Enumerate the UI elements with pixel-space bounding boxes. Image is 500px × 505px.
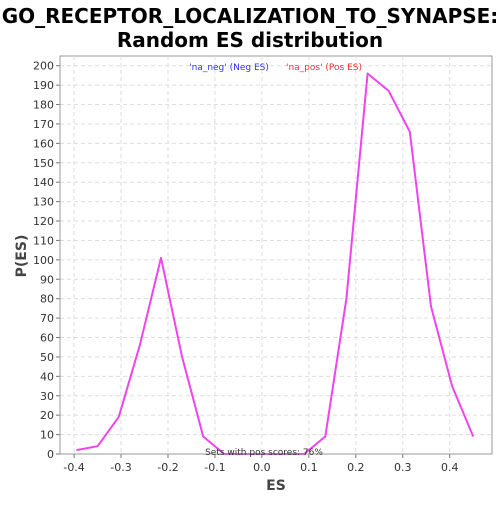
y-tick-label: 150 — [33, 157, 54, 170]
grid-layer — [60, 56, 492, 455]
axis-layer: 0 10 20 30 40 50 60 70 80 90 100 110 120 130 140 150 160… — [33, 56, 492, 474]
y-tick-label: 130 — [33, 196, 54, 209]
x-tick-label: -0.3 — [110, 461, 131, 474]
x-tick-label: -0.2 — [157, 461, 178, 474]
y-tick-label: 160 — [33, 137, 54, 150]
y-tick-label: 20 — [40, 409, 54, 422]
y-tick-label: 50 — [40, 351, 54, 364]
y-tick-label: 120 — [33, 215, 54, 228]
y-axis-label: P(ES) — [14, 235, 30, 278]
x-tick-label: 0.2 — [347, 461, 365, 474]
y-tick-label: 0 — [47, 448, 54, 461]
chart-title-line-1: GO_RECEPTOR_LOCALIZATION_TO_SYNAPSE: — [2, 4, 499, 28]
pos-scores-annotation: Sets with pos scores: 76% — [205, 448, 323, 458]
y-tick-label: 180 — [33, 99, 54, 112]
y-tick-label: 100 — [33, 254, 54, 267]
y-tick-label: 170 — [33, 118, 54, 131]
y-tick-label: 200 — [33, 60, 54, 73]
chart-title-line-2: Random ES distribution — [117, 28, 383, 52]
y-tick-label: 70 — [40, 312, 54, 325]
plot-area — [59, 55, 493, 455]
x-tick-label: -0.4 — [63, 461, 84, 474]
x-tick-label: -0.1 — [204, 461, 225, 474]
y-tick-label: 110 — [33, 234, 54, 247]
y-tick-label: 40 — [40, 370, 54, 383]
y-tick-label: 90 — [40, 273, 54, 286]
y-tick-label: 30 — [40, 390, 54, 403]
x-tick-label: 0.0 — [253, 461, 271, 474]
y-tick-label: 80 — [40, 293, 54, 306]
legend-entry-neg: 'na_neg' (Neg ES) — [189, 63, 269, 73]
x-tick-label: 0.3 — [394, 461, 412, 474]
legend-entry-pos: 'na_pos' (Pos ES) — [286, 63, 362, 73]
y-tick-label: 140 — [33, 176, 54, 189]
x-tick-label: 0.1 — [300, 461, 318, 474]
y-tick-label: 10 — [40, 429, 54, 442]
x-tick-label: 0.4 — [441, 461, 459, 474]
y-tick-label: 190 — [33, 79, 54, 92]
y-tick-label: 60 — [40, 332, 54, 345]
x-axis-label: ES — [266, 478, 286, 494]
